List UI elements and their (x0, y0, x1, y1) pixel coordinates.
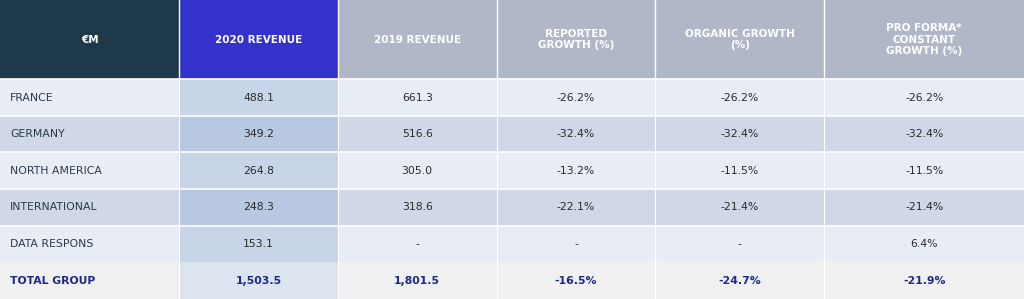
Bar (338, 0, 497, 79)
Bar (824, 79, 1024, 116)
Text: 264.8: 264.8 (243, 166, 274, 176)
Text: 318.6: 318.6 (401, 202, 433, 212)
Bar (824, 152, 1024, 189)
Bar (497, 263, 655, 299)
Text: REPORTED
GROWTH (%): REPORTED GROWTH (%) (538, 29, 614, 51)
Text: 1,503.5: 1,503.5 (236, 276, 282, 286)
Bar (179, 79, 338, 116)
Text: GERMANY: GERMANY (10, 129, 65, 139)
Bar (655, 0, 824, 79)
Text: -16.5%: -16.5% (555, 276, 597, 286)
Bar (655, 79, 824, 116)
Bar (179, 189, 338, 226)
Text: FRANCE: FRANCE (10, 93, 54, 103)
Bar (0, 116, 179, 152)
Bar (338, 152, 497, 189)
Text: -: - (574, 239, 578, 249)
Text: -11.5%: -11.5% (721, 166, 759, 176)
Bar (824, 189, 1024, 226)
Bar (497, 0, 655, 79)
Bar (824, 116, 1024, 152)
Text: -21.9%: -21.9% (903, 276, 945, 286)
Bar (655, 152, 824, 189)
Bar (179, 0, 338, 79)
Bar (655, 189, 824, 226)
Text: ORGANIC GROWTH
(%): ORGANIC GROWTH (%) (685, 29, 795, 51)
Bar (497, 226, 655, 263)
Bar (179, 226, 338, 263)
Text: 2020 REVENUE: 2020 REVENUE (215, 35, 302, 45)
Bar (655, 263, 824, 299)
Bar (497, 79, 655, 116)
Text: 516.6: 516.6 (401, 129, 433, 139)
Bar (338, 116, 497, 152)
Bar (179, 116, 338, 152)
Bar (497, 116, 655, 152)
Bar (497, 189, 655, 226)
Text: -24.7%: -24.7% (719, 276, 761, 286)
Text: -: - (738, 239, 741, 249)
Bar (338, 263, 497, 299)
Text: 488.1: 488.1 (243, 93, 274, 103)
Text: -: - (416, 239, 419, 249)
Text: NORTH AMERICA: NORTH AMERICA (10, 166, 102, 176)
Text: -32.4%: -32.4% (557, 129, 595, 139)
Bar (179, 263, 338, 299)
Text: TOTAL GROUP: TOTAL GROUP (10, 276, 95, 286)
Text: -11.5%: -11.5% (905, 166, 943, 176)
Text: 1,801.5: 1,801.5 (394, 276, 440, 286)
Text: -13.2%: -13.2% (557, 166, 595, 176)
Text: -26.2%: -26.2% (721, 93, 759, 103)
Text: -26.2%: -26.2% (557, 93, 595, 103)
Bar (497, 152, 655, 189)
Bar (824, 226, 1024, 263)
Bar (338, 189, 497, 226)
Text: -26.2%: -26.2% (905, 93, 943, 103)
Text: -32.4%: -32.4% (721, 129, 759, 139)
Text: 248.3: 248.3 (243, 202, 274, 212)
Bar (0, 189, 179, 226)
Text: €M: €M (81, 35, 98, 45)
Text: 6.4%: 6.4% (910, 239, 938, 249)
Text: -21.4%: -21.4% (721, 202, 759, 212)
Bar (338, 226, 497, 263)
Text: -22.1%: -22.1% (557, 202, 595, 212)
Text: -21.4%: -21.4% (905, 202, 943, 212)
Text: 2019 REVENUE: 2019 REVENUE (374, 35, 461, 45)
Bar (0, 226, 179, 263)
Bar (824, 263, 1024, 299)
Text: PRO FORMA*
CONSTANT
GROWTH (%): PRO FORMA* CONSTANT GROWTH (%) (886, 23, 963, 56)
Bar (179, 152, 338, 189)
Bar (0, 263, 179, 299)
Text: INTERNATIONAL: INTERNATIONAL (10, 202, 98, 212)
Bar (655, 226, 824, 263)
Text: -32.4%: -32.4% (905, 129, 943, 139)
Text: 349.2: 349.2 (243, 129, 274, 139)
Text: 305.0: 305.0 (401, 166, 433, 176)
Text: 661.3: 661.3 (401, 93, 433, 103)
Bar (655, 116, 824, 152)
Text: 153.1: 153.1 (243, 239, 274, 249)
Bar (0, 79, 179, 116)
Bar (338, 79, 497, 116)
Bar (0, 152, 179, 189)
Bar (0, 0, 179, 79)
Bar (824, 0, 1024, 79)
Text: DATA RESPONS: DATA RESPONS (10, 239, 93, 249)
